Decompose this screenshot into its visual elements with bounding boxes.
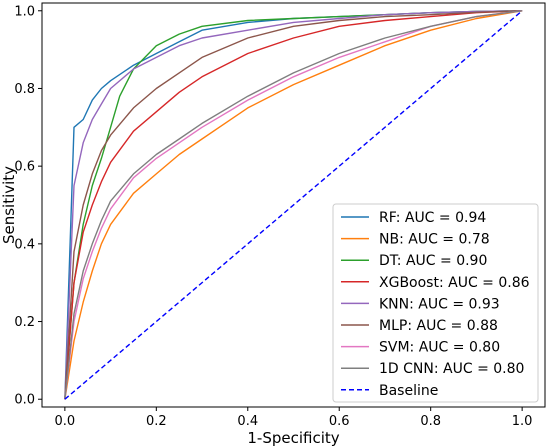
y-tick-label: 0.4	[14, 237, 35, 252]
y-tick-label: 0.0	[14, 393, 35, 408]
legend-label: SVM: AUC = 0.80	[379, 340, 500, 356]
x-tick-label: 0.6	[329, 414, 350, 429]
series-line-1	[64, 10, 523, 400]
series-line-8	[64, 10, 523, 400]
y-tick-label: 1.0	[14, 4, 35, 19]
x-tick-label: 0.8	[420, 414, 441, 429]
legend-label: XGBoost: AUC = 0.86	[379, 275, 530, 291]
x-tick-label: 0.0	[55, 414, 76, 429]
legend-label: Baseline	[379, 383, 438, 399]
legend-label: DT: AUC = 0.90	[379, 253, 487, 269]
x-tick-label: 1.0	[512, 414, 533, 429]
legend-label: NB: AUC = 0.78	[379, 232, 490, 248]
series-line-7	[64, 10, 523, 400]
y-tick-label: 0.2	[14, 315, 35, 330]
legend-label: RF: AUC = 0.94	[379, 210, 486, 226]
x-tick-label: 0.2	[146, 414, 167, 429]
x-axis-label: 1-Specificity	[247, 429, 339, 447]
legend-label: MLP: AUC = 0.88	[379, 318, 498, 334]
y-axis-label: Sensitivity	[0, 166, 18, 244]
y-tick-label: 0.8	[14, 82, 35, 97]
plot-frame	[41, 2, 546, 408]
series-line-6	[64, 10, 523, 400]
series-line-3	[64, 10, 523, 400]
legend-box	[332, 203, 539, 403]
series-line-5	[64, 10, 523, 400]
ticks-layer: 0.0 0.2 0.4 0.6 0.8 1.0 0.0 0.2 0.4 0.6 0.8 1.0	[14, 4, 532, 429]
legend-label: 1D CNN: AUC = 0.80	[379, 361, 524, 377]
legend-label: KNN: AUC = 0.93	[379, 296, 500, 312]
legend: RF: AUC = 0.94 NB: AUC = 0.78 DT: AUC = 0.…	[332, 203, 539, 403]
series-line-4	[64, 10, 523, 400]
y-tick-label: 0.6	[14, 160, 35, 175]
x-tick-label: 0.4	[237, 414, 258, 429]
series-layer	[64, 10, 523, 400]
